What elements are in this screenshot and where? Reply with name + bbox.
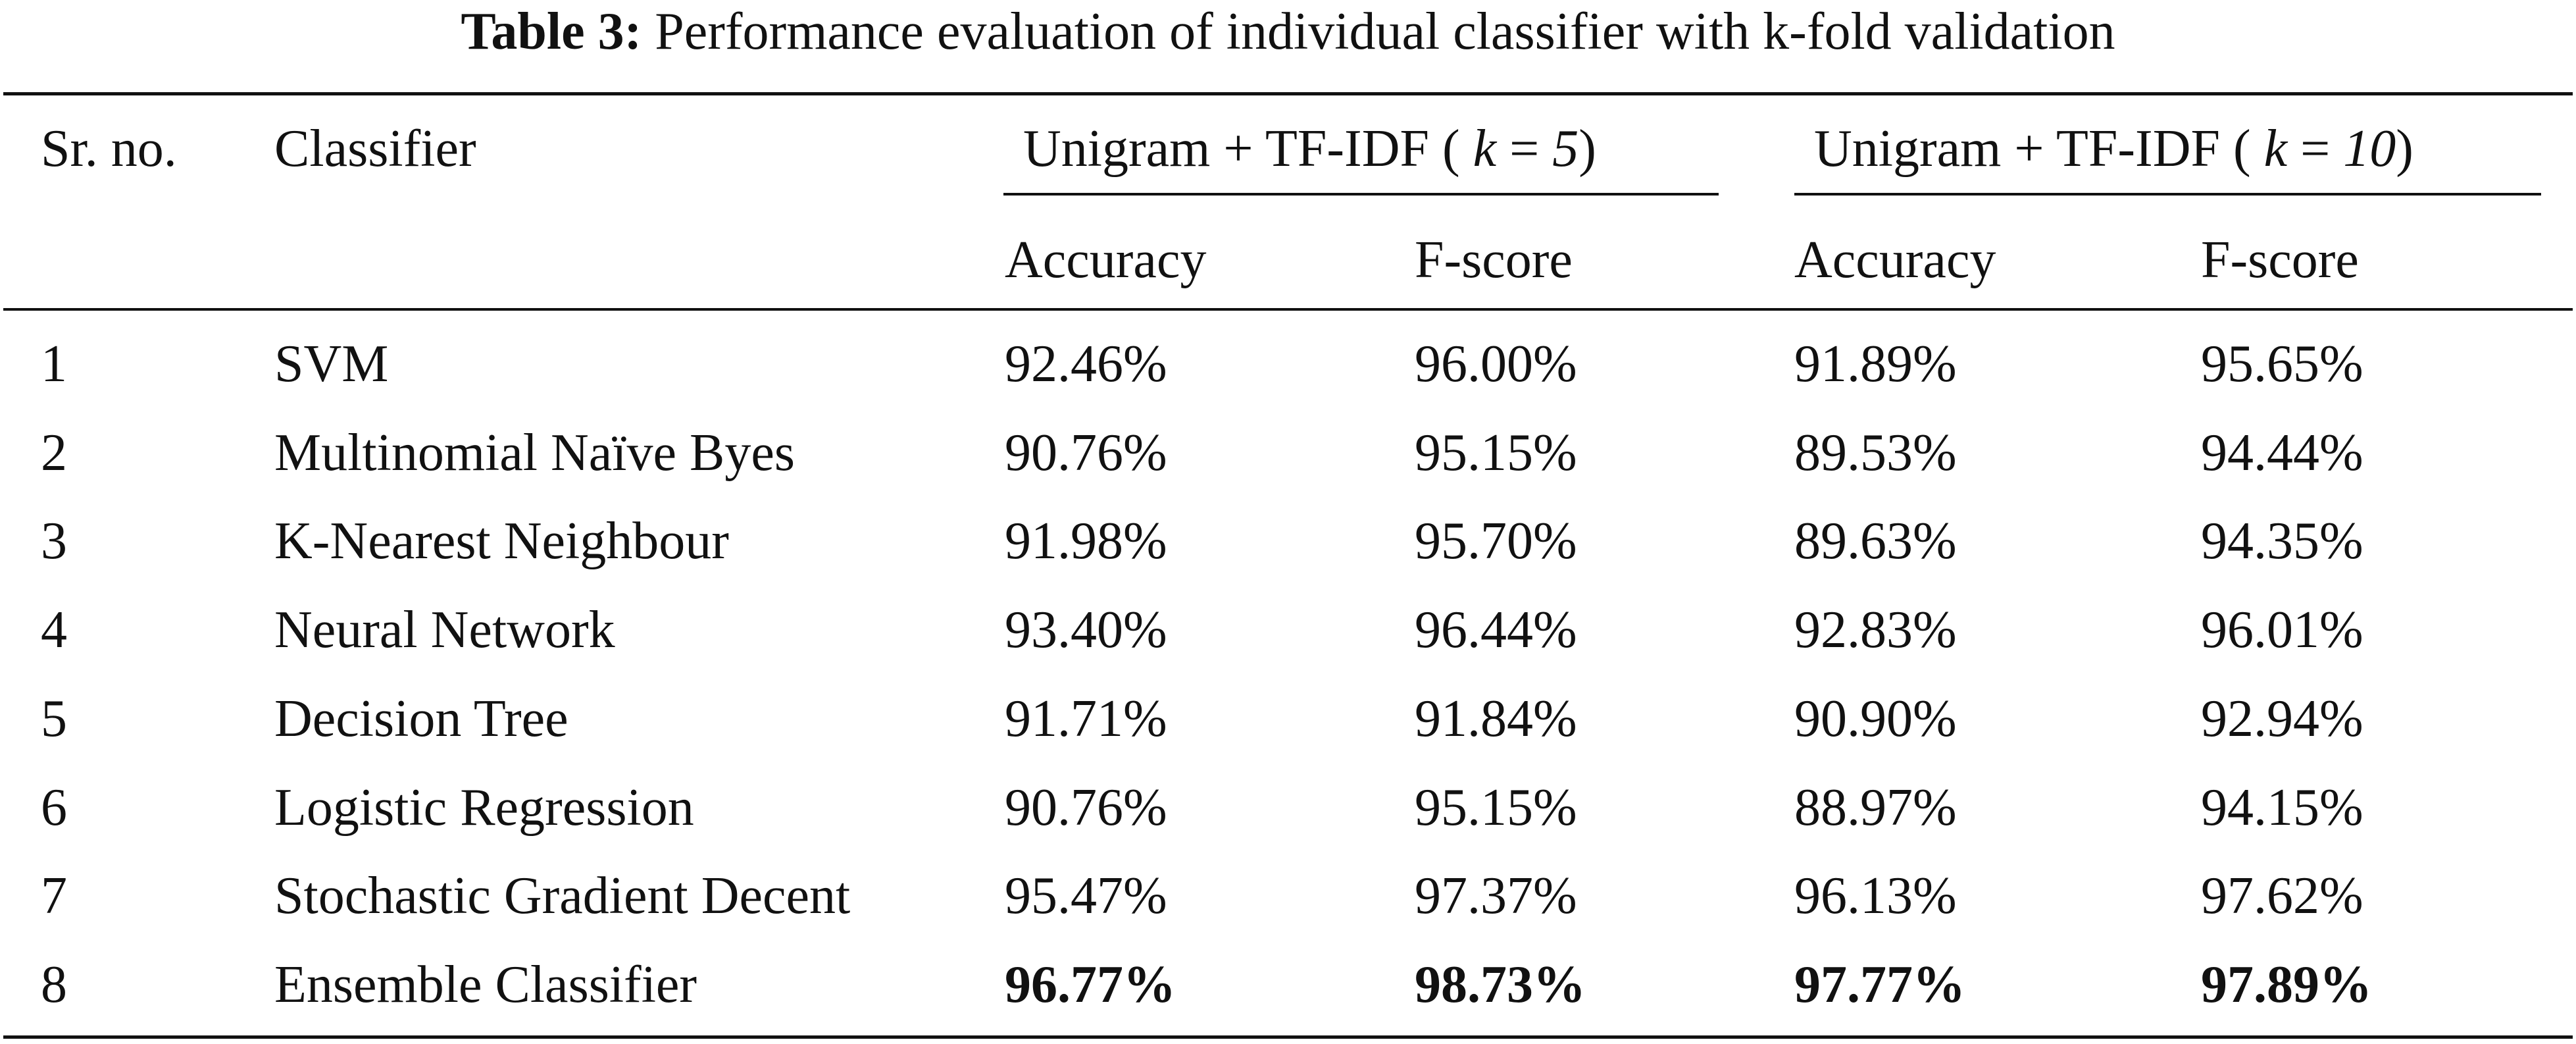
cell-classifier: Decision Tree	[274, 690, 568, 748]
header-group-k10: Unigram + TF-IDF ( k = 10)	[1814, 117, 2413, 180]
cell-fscore-k5: 95.15%	[1415, 424, 1577, 482]
caption-text: Performance evaluation of individual cla…	[655, 3, 2115, 61]
caption-label: Table 3:	[461, 3, 642, 61]
cell-accuracy-k5: 95.47%	[1005, 867, 1167, 925]
cell-accuracy-k10: 90.90%	[1794, 690, 1957, 748]
cell-accuracy-k10: 96.13%	[1794, 867, 1957, 925]
cell-fscore-k10: 97.62%	[2201, 867, 2363, 925]
group-k10-prefix: Unigram + TF-IDF (	[1814, 120, 2264, 178]
cell-accuracy-k10: 88.97%	[1794, 779, 1957, 837]
cell-fscore-k10: 95.65%	[2201, 335, 2363, 393]
cell-accuracy-k5: 90.76%	[1005, 779, 1167, 837]
cell-accuracy-k10: 89.53%	[1794, 424, 1957, 482]
cell-classifier: Neural Network	[274, 601, 615, 659]
cell-fscore-k5: 98.73%	[1415, 956, 1586, 1014]
cell-sr-no: 1	[41, 335, 67, 393]
cell-fscore-k10: 96.01%	[2201, 601, 2363, 659]
group-k10-underline	[1794, 193, 2541, 196]
group-k5-prefix: Unigram + TF-IDF (	[1023, 120, 1473, 178]
header-group-k5: Unigram + TF-IDF ( k = 5)	[1023, 117, 1596, 180]
cell-sr-no: 3	[41, 512, 67, 570]
cell-fscore-k5: 95.70%	[1415, 512, 1577, 570]
header-classifier: Classifier	[274, 120, 476, 178]
cell-fscore-k10: 94.15%	[2201, 779, 2363, 837]
group-k10-k: k	[2263, 120, 2288, 178]
cell-accuracy-k10: 91.89%	[1794, 335, 1957, 393]
cell-sr-no: 2	[41, 424, 67, 482]
group-k10-eq: =	[2287, 120, 2344, 178]
cell-classifier: SVM	[274, 335, 389, 393]
group-k5-k: k	[1473, 120, 1497, 178]
group-k10-suffix: )	[2396, 120, 2413, 178]
group-k5-underline	[1003, 193, 1719, 196]
cell-sr-no: 8	[41, 956, 67, 1014]
cell-fscore-k10: 94.44%	[2201, 424, 2363, 482]
cell-fscore-k5: 95.15%	[1415, 779, 1577, 837]
cell-fscore-k5: 97.37%	[1415, 867, 1577, 925]
cell-sr-no: 6	[41, 779, 67, 837]
cell-accuracy-k5: 91.71%	[1005, 690, 1167, 748]
cell-sr-no: 4	[41, 601, 67, 659]
top-rule	[3, 92, 2573, 95]
header-fscore-k5: F-score	[1415, 231, 1573, 289]
cell-classifier: K-Nearest Neighbour	[274, 512, 729, 570]
cell-accuracy-k10: 97.77%	[1794, 956, 1965, 1014]
bottom-rule	[3, 1035, 2573, 1039]
cell-accuracy-k5: 90.76%	[1005, 424, 1167, 482]
table-caption: Table 3: Performance evaluation of indiv…	[0, 0, 2576, 72]
cell-accuracy-k5: 96.77%	[1005, 956, 1176, 1014]
cell-sr-no: 7	[41, 867, 67, 925]
cell-sr-no: 5	[41, 690, 67, 748]
header-accuracy-k10: Accuracy	[1794, 231, 1996, 289]
cell-accuracy-k10: 92.83%	[1794, 601, 1957, 659]
cell-fscore-k10: 94.35%	[2201, 512, 2363, 570]
cell-fscore-k5: 96.00%	[1415, 335, 1577, 393]
cell-accuracy-k5: 91.98%	[1005, 512, 1167, 570]
header-sr-no: Sr. no.	[41, 120, 177, 178]
cell-accuracy-k5: 93.40%	[1005, 601, 1167, 659]
cell-classifier: Ensemble Classifier	[274, 956, 697, 1014]
header-rule	[3, 308, 2573, 311]
cell-classifier: Logistic Regression	[274, 779, 694, 837]
cell-accuracy-k5: 92.46%	[1005, 335, 1167, 393]
group-k5-eq: =	[1496, 120, 1553, 178]
group-k10-value: 10	[2343, 120, 2396, 178]
cell-fscore-k5: 96.44%	[1415, 601, 1577, 659]
cell-fscore-k10: 97.89%	[2201, 956, 2372, 1014]
header-accuracy-k5: Accuracy	[1005, 231, 1207, 289]
cell-classifier: Stochastic Gradient Decent	[274, 867, 851, 925]
group-k5-value: 5	[1552, 120, 1579, 178]
cell-fscore-k5: 91.84%	[1415, 690, 1577, 748]
group-k5-suffix: )	[1578, 120, 1596, 178]
header-fscore-k10: F-score	[2201, 231, 2359, 289]
cell-classifier: Multinomial Naïve Byes	[274, 424, 796, 482]
cell-fscore-k10: 92.94%	[2201, 690, 2363, 748]
cell-accuracy-k10: 89.63%	[1794, 512, 1957, 570]
